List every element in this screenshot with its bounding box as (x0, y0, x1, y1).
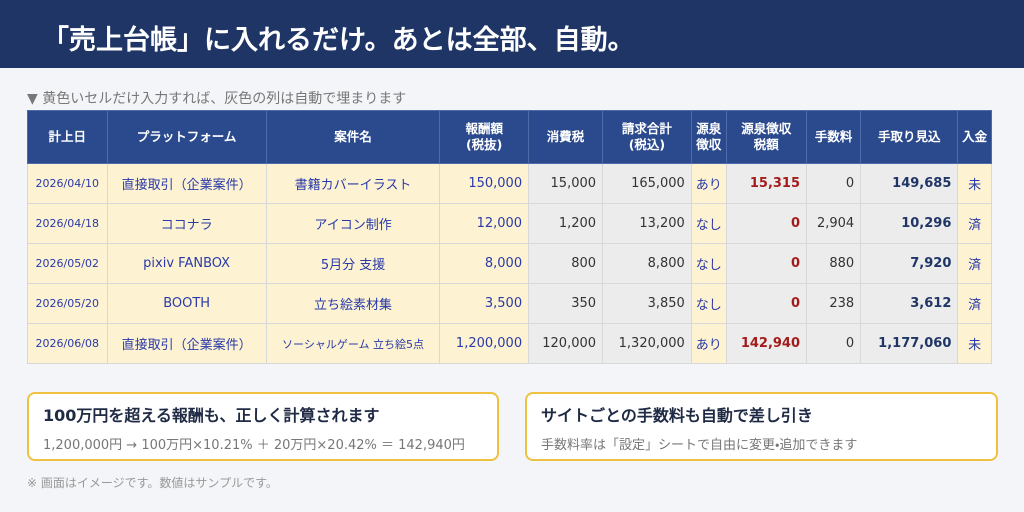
table-cell: 2026/05/20 (27, 283, 108, 324)
table-row: 2026/05/20 BOOTH 立ち絵素材集 3,500 350 3,850 なし 0 238… (27, 283, 992, 324)
column-header: 手数料 (806, 110, 862, 164)
table-cell: 150,000 (439, 163, 530, 204)
table-cell: 350 (528, 283, 604, 324)
note-text: 手数料率は「設定」シートで自由に変更・追加できます (541, 438, 858, 453)
table-cell: ココナラ (106, 203, 267, 244)
table-cell: なし (690, 203, 727, 244)
table-cell: 165,000 (602, 163, 692, 204)
table-cell: 2026/06/08 (27, 323, 108, 364)
table-cell: 120,000 (528, 323, 604, 364)
table-cell: 未 (957, 323, 992, 364)
table-cell: 1,200 (528, 203, 604, 244)
table-cell: 149,685 (860, 163, 959, 204)
note-card: サイトごとの手数料も自動で差し引き 手数料率は「設定」シートで自由に変更・追加で… (525, 392, 998, 461)
table-cell: 2,904 (806, 203, 862, 244)
column-header: 源泉 徴収 (690, 110, 727, 164)
table-cell: 立ち絵素材集 (265, 283, 441, 324)
table-cell: 済 (957, 203, 992, 244)
table-cell: なし (690, 243, 727, 284)
column-header: 消費税 (528, 110, 604, 164)
table-cell: 238 (806, 283, 862, 324)
table-cell: 5月分 支援 (265, 243, 441, 284)
table-cell: 8,000 (439, 243, 530, 284)
column-header: 源泉徴収 税額 (725, 110, 808, 164)
table-cell: 15,315 (725, 163, 808, 204)
table-cell: なし (690, 283, 727, 324)
table-cell: 13,200 (602, 203, 692, 244)
table-cell: 2026/04/18 (27, 203, 108, 244)
table-cell: 7,920 (860, 243, 959, 284)
table-cell: 0 (725, 283, 808, 324)
table-cell: 0 (725, 203, 808, 244)
table-row: 2026/06/08 直接取引（企業案件） ソーシャルゲーム 立ち絵5点 1,200,… (27, 323, 992, 364)
column-header: 手取り見込 (860, 110, 959, 164)
table-cell: あり (690, 163, 727, 204)
table-cell: 直接取引（企業案件） (106, 163, 267, 204)
table-cell: 3,850 (602, 283, 692, 324)
table-cell: 済 (957, 243, 992, 284)
table-cell: 1,200,000 (439, 323, 530, 364)
table-cell: 直接取引（企業案件） (106, 323, 267, 364)
table-cell: 2026/04/10 (27, 163, 108, 204)
column-header: 請求合計 (税込) (602, 110, 692, 164)
table-cell: 8,800 (602, 243, 692, 284)
ledger-table: 計上日 プラットフォーム 案件名 報酬額 (税抜) 消費税 請求合計 (税込) 源泉 徴収源… (27, 110, 992, 364)
table-cell: 10,296 (860, 203, 959, 244)
table-cell: 3,612 (860, 283, 959, 324)
table-cell: アイコン制作 (265, 203, 441, 244)
table-cell: 書籍カバーイラスト (265, 163, 441, 204)
table-cell: 3,500 (439, 283, 530, 324)
header-title: 「売上台帳」に入れるだけ。あとは全部、自動。 (0, 0, 1024, 68)
note-title: 100万円を超える報酬も、正しく計算されます (43, 406, 380, 425)
column-header: 入金 (957, 110, 992, 164)
note-text: 1,200,000円 → 100万円×10.21% ＋ 20万円×20.42% … (43, 438, 465, 453)
table-cell: 0 (725, 243, 808, 284)
footnote: ※ 画面はイメージです。数値はサンプルです。 (27, 476, 278, 490)
table-cell: 800 (528, 243, 604, 284)
table-row: 2026/04/10 直接取引（企業案件） 書籍カバーイラスト 150,000 15,0… (27, 163, 992, 204)
column-header: プラットフォーム (106, 110, 267, 164)
table-cell: 880 (806, 243, 862, 284)
table-cell: ソーシャルゲーム 立ち絵5点 (265, 323, 441, 364)
table-cell: 済 (957, 283, 992, 324)
table-cell: 0 (806, 323, 862, 364)
note-card: 100万円を超える報酬も、正しく計算されます 1,200,000円 → 100万… (27, 392, 499, 461)
table-cell: 15,000 (528, 163, 604, 204)
table-cell: 1,177,060 (860, 323, 959, 364)
table-row: 2026/04/18 ココナラ アイコン制作 12,000 1,200 13,200 なし 0… (27, 203, 992, 244)
table-cell: pixiv FANBOX (106, 243, 267, 284)
column-header: 計上日 (27, 110, 108, 164)
table-row: 2026/05/02 pixiv FANBOX 5月分 支援 8,000 800 8,80… (27, 243, 992, 284)
table-caption: ▼ 黄色いセルだけ入力すれば、灰色の列は自動で埋まります (27, 91, 407, 107)
table-cell: 142,940 (725, 323, 808, 364)
table-cell: 0 (806, 163, 862, 204)
table-cell: 1,320,000 (602, 323, 692, 364)
table-cell: BOOTH (106, 283, 267, 324)
table-cell: 12,000 (439, 203, 530, 244)
table-cell: 未 (957, 163, 992, 204)
header-row: 計上日 プラットフォーム 案件名 報酬額 (税抜) 消費税 請求合計 (税込) 源泉 徴収源… (27, 110, 992, 164)
column-header: 案件名 (265, 110, 441, 164)
column-header: 報酬額 (税抜) (439, 110, 530, 164)
table-cell: あり (690, 323, 727, 364)
note-title: サイトごとの手数料も自動で差し引き (541, 406, 813, 425)
table-cell: 2026/05/02 (27, 243, 108, 284)
